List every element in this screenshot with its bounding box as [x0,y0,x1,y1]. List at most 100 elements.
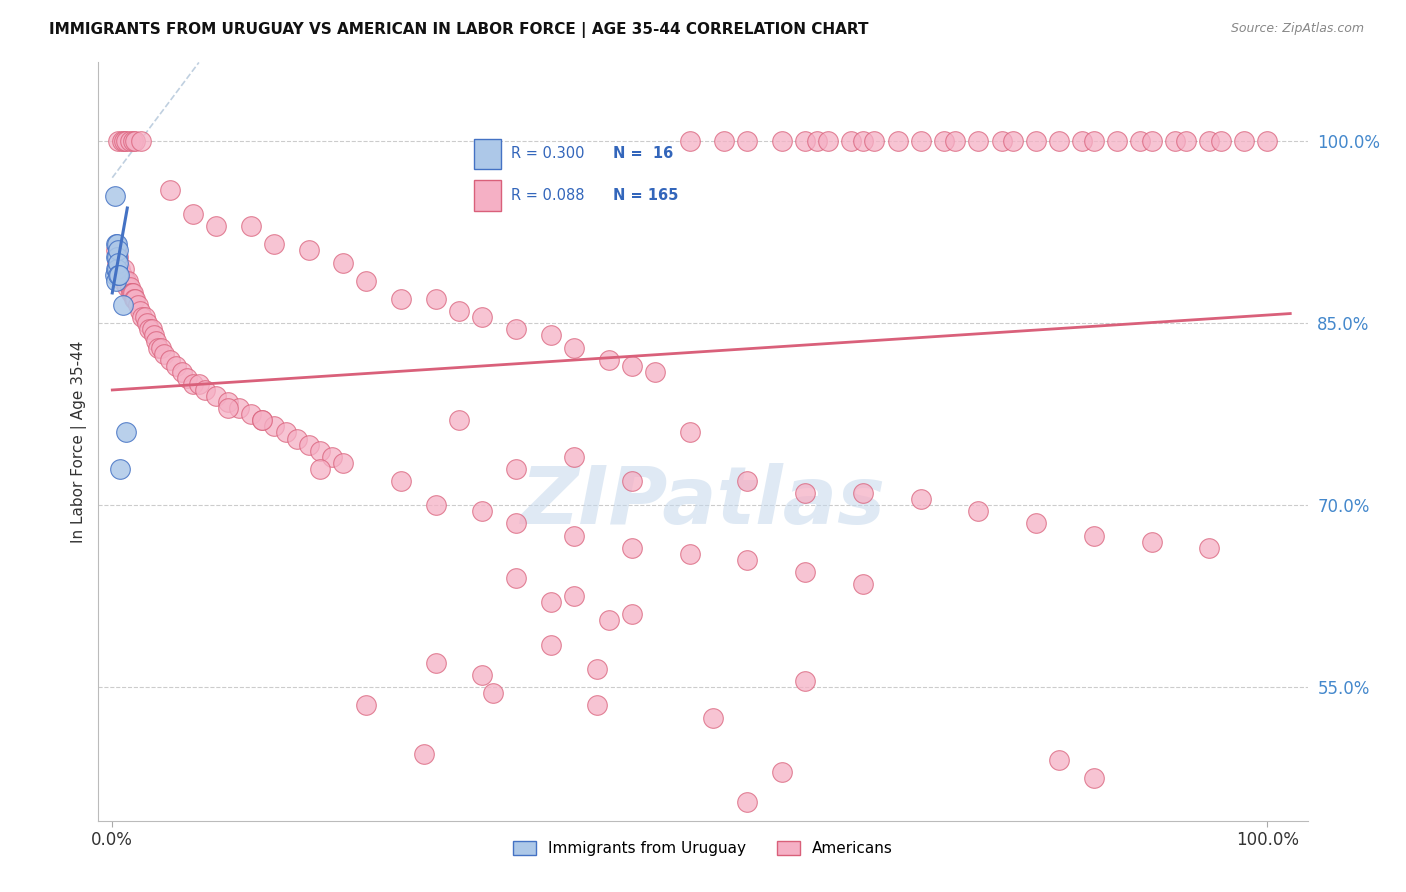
Point [332,456,354,470]
Point [817,134,839,148]
Point [205,389,228,403]
Point [159,352,181,367]
Point [165,359,187,373]
Point [389,474,412,488]
Point [105,237,128,252]
Point [122,285,145,300]
Point [679,547,702,561]
Point [263,237,285,252]
Point [505,516,527,531]
Point [138,322,160,336]
Point [806,134,828,148]
Point [932,134,955,148]
Point [107,250,129,264]
Point [679,425,702,440]
Point [737,134,759,148]
Point [104,237,127,252]
Point [110,261,132,276]
Point [863,134,886,148]
Point [181,376,204,391]
Point [737,474,759,488]
Point [1047,753,1070,767]
Point [105,250,128,264]
Point [540,595,562,609]
Point [103,189,125,203]
Point [1083,528,1105,542]
Point [285,432,308,446]
Point [620,541,643,555]
Point [176,371,198,385]
Point [562,528,585,542]
Point [118,134,141,148]
Point [852,134,875,148]
Text: ZIPatlas: ZIPatlas [520,463,886,541]
Point [111,274,134,288]
Point [413,747,436,761]
Point [1083,771,1105,785]
Point [910,492,932,507]
Point [562,341,585,355]
Point [107,255,129,269]
Point [389,292,412,306]
Point [135,316,157,330]
Point [1002,134,1025,148]
Point [910,134,932,148]
Point [170,365,193,379]
Point [990,134,1012,148]
Point [540,328,562,343]
Point [852,486,875,500]
Point [447,304,470,318]
Point [1083,134,1105,148]
Point [356,274,378,288]
Point [309,443,332,458]
Legend: Immigrants from Uruguay, Americans: Immigrants from Uruguay, Americans [508,835,898,863]
Point [540,638,562,652]
Point [1198,134,1220,148]
Point [104,261,127,276]
Point [794,134,817,148]
Point [644,365,666,379]
Point [447,413,470,427]
Point [104,244,127,258]
Point [205,219,228,234]
Point [425,498,447,512]
Point [586,662,609,676]
Point [794,486,817,500]
Point [620,607,643,622]
Point [1175,134,1198,148]
Point [120,285,142,300]
Point [794,565,817,579]
Point [145,334,167,349]
Point [121,285,143,300]
Point [110,268,132,282]
Point [115,274,138,288]
Point [770,765,793,780]
Point [110,462,132,476]
Point [228,401,250,416]
Point [967,504,990,518]
Text: IMMIGRANTS FROM URUGUAY VS AMERICAN IN LABOR FORCE | AGE 35-44 CORRELATION CHART: IMMIGRANTS FROM URUGUAY VS AMERICAN IN L… [49,22,869,38]
Point [239,407,262,421]
Point [148,341,170,355]
Point [153,346,176,360]
Y-axis label: In Labor Force | Age 35-44: In Labor Force | Age 35-44 [72,341,87,542]
Point [124,134,146,148]
Point [471,310,494,325]
Point [252,413,274,427]
Point [737,553,759,567]
Point [274,425,297,440]
Point [181,207,204,221]
Point [425,292,447,306]
Point [124,292,146,306]
Point [562,450,585,464]
Point [141,322,163,336]
Point [134,310,156,325]
Point [108,268,131,282]
Point [108,261,131,276]
Point [309,462,332,476]
Point [1105,134,1128,148]
Point [107,244,129,258]
Point [505,322,527,336]
Point [737,796,759,810]
Point [263,419,285,434]
